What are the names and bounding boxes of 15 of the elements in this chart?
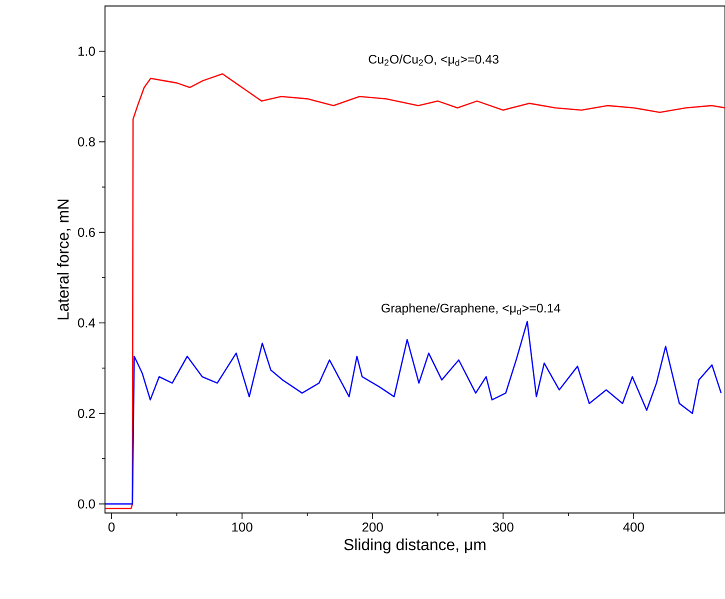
y-tick-label: 0.4 xyxy=(78,318,96,328)
y-tick-label: 1.0 xyxy=(78,46,95,56)
y-tick-label: 0.0 xyxy=(78,499,95,509)
x-tick-label: 400 xyxy=(623,522,644,532)
annotation: Graphene/Graphene, <μ$_{d}$>=0.14 xyxy=(382,303,560,315)
annotation: Cu$_{2}$O/Cu$_{2}$O, <μ$_{d}$>=0.43 xyxy=(368,54,498,66)
x-tick-label: 200 xyxy=(362,522,383,532)
x-tick-label: 0 xyxy=(108,522,115,532)
y-tick-label: 0.6 xyxy=(78,228,95,237)
x-axis-title: Sliding distance, μm xyxy=(344,538,486,554)
x-tick-label: 300 xyxy=(492,522,514,532)
y-tick-label: 0.8 xyxy=(78,137,95,146)
y-axis-title: Lateral force, mN xyxy=(57,200,71,320)
x-tick-label: 100 xyxy=(232,522,252,532)
y-tick-label: 0.2 xyxy=(78,408,95,418)
